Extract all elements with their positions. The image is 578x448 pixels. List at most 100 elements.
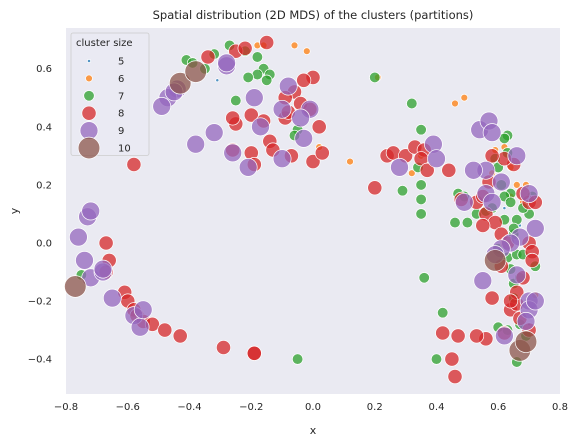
scatter-point	[81, 201, 101, 221]
scatter-point	[184, 60, 207, 83]
scatter-point	[238, 158, 258, 177]
scatter-point	[168, 71, 192, 95]
scatter-point	[215, 78, 220, 83]
scatter-point	[418, 272, 430, 284]
legend-label: 9	[118, 126, 124, 137]
scatter-point	[98, 235, 114, 251]
scatter-point	[93, 259, 113, 279]
scatter-point	[451, 99, 459, 108]
legend-label: 8	[118, 109, 124, 120]
y-tick-label: 0.0	[36, 238, 52, 249]
x-tick-label: −0.4	[177, 402, 201, 413]
scatter-point	[216, 340, 232, 356]
scatter-point	[430, 353, 443, 365]
scatter-point	[305, 154, 321, 170]
x-axis-ticks: −0.8 −0.6 −0.4 −0.2 0.0 0.2 0.4 0.6 0.8	[54, 402, 568, 413]
scatter-point	[495, 326, 514, 346]
scatter-point	[259, 34, 275, 50]
scatter-point	[419, 162, 435, 178]
scatter-point	[186, 134, 206, 154]
legend-marker	[77, 136, 101, 160]
scatter-point	[272, 99, 292, 119]
scatter-point	[484, 290, 500, 306]
scatter-point	[473, 271, 493, 291]
scatter-point	[503, 293, 519, 309]
scatter-point	[427, 149, 446, 169]
scatter-point	[367, 180, 383, 196]
scatter-point	[514, 330, 538, 353]
scatter-point	[251, 51, 264, 63]
scatter-point	[504, 196, 517, 208]
scatter-point	[415, 179, 427, 191]
legend-marker	[87, 59, 91, 63]
scatter-point	[237, 40, 253, 56]
scatter-point	[525, 219, 545, 238]
y-tick-label: −0.4	[28, 355, 52, 366]
scatter-point	[469, 328, 485, 344]
scatter-point	[204, 123, 224, 142]
scatter-point	[369, 71, 381, 84]
scatter-point	[484, 249, 507, 272]
scatter-point	[291, 108, 310, 128]
scatter-point	[291, 353, 304, 365]
x-axis-label: x	[310, 424, 317, 437]
chart-title: Spatial distribution (2D MDS) of the clu…	[153, 8, 474, 22]
scatter-point	[75, 251, 94, 270]
scatter-point	[296, 72, 312, 88]
scatter-point	[130, 317, 150, 337]
scatter-point	[126, 157, 142, 173]
scatter-point	[512, 181, 521, 189]
scatter-point	[311, 119, 327, 135]
scatter-point	[102, 288, 122, 308]
scatter-point	[302, 47, 311, 56]
scatter-point	[415, 208, 427, 220]
legend-items: 5 6 7 8 9 10	[77, 57, 131, 160]
legend-marker	[83, 90, 95, 102]
legend-label: 10	[118, 144, 131, 155]
scatter-point	[242, 71, 254, 84]
scatter-point	[314, 145, 330, 161]
scatter-point	[217, 53, 236, 73]
scatter-point	[225, 110, 241, 126]
x-tick-label: 0.0	[305, 402, 321, 413]
scatter-point	[447, 369, 463, 385]
y-tick-label: −0.2	[28, 297, 52, 308]
scatter-point	[390, 158, 409, 177]
legend-label: 7	[118, 91, 124, 102]
legend-title: cluster size	[76, 38, 133, 49]
scatter-point	[152, 97, 172, 116]
scatter-point	[461, 216, 474, 229]
scatter-point	[454, 192, 474, 212]
scatter-point	[251, 117, 270, 137]
scatter-point	[261, 74, 273, 86]
scatter-point	[385, 145, 401, 161]
scatter-point	[200, 49, 216, 65]
legend-marker	[81, 105, 97, 121]
scatter-points	[64, 34, 545, 385]
scatter-point	[157, 322, 173, 338]
scatter-point	[223, 143, 243, 163]
legend-marker	[85, 74, 93, 83]
scatter-point	[272, 149, 292, 169]
scatter-point	[64, 275, 87, 298]
scatter-point	[444, 351, 460, 367]
y-tick-label: 0.4	[36, 122, 52, 133]
scatter-point	[69, 227, 88, 247]
scatter-point	[415, 193, 427, 206]
scatter-point	[294, 129, 314, 148]
scatter-point	[475, 218, 491, 234]
x-tick-label: 0.8	[552, 402, 568, 413]
scatter-point	[290, 41, 299, 50]
scatter-point	[460, 93, 469, 102]
y-axis-label: y	[8, 207, 21, 214]
scatter-point	[516, 312, 536, 331]
x-tick-label: −0.8	[54, 402, 78, 413]
scatter-point	[491, 172, 511, 192]
scatter-point	[450, 328, 466, 344]
scatter-point	[415, 124, 427, 136]
x-tick-label: −0.6	[116, 402, 140, 413]
y-axis-ticks: −0.4 −0.2 0.0 0.2 0.4 0.6	[28, 64, 52, 365]
x-tick-label: 0.2	[367, 402, 383, 413]
y-tick-label: 0.6	[36, 64, 52, 75]
